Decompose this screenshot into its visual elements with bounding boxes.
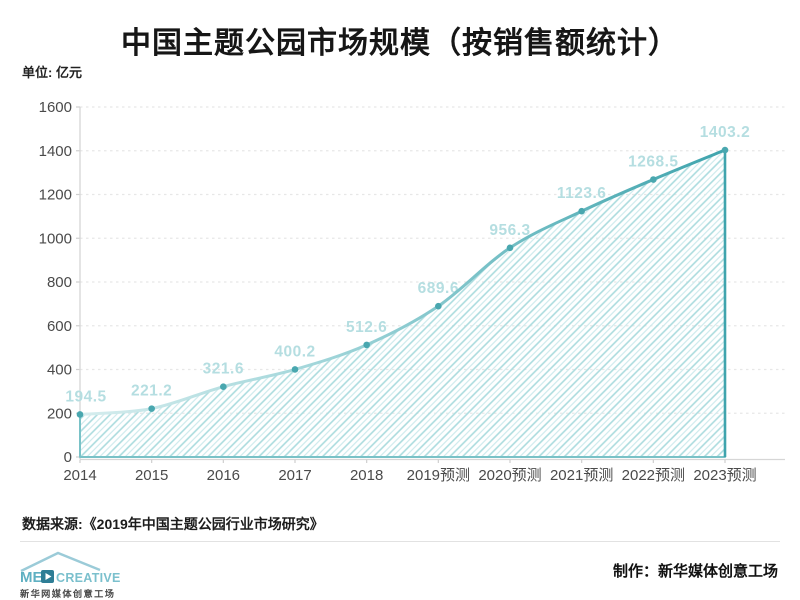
y-tick-label: 0: [64, 449, 72, 466]
y-tick-label: 200: [47, 405, 72, 422]
x-tick-label: 2020预测: [478, 467, 541, 484]
trend-line: [78, 148, 727, 416]
data-point: [148, 405, 155, 412]
y-tick-label: 1200: [39, 187, 72, 204]
data-point: [650, 176, 657, 183]
play-triangle-icon: [45, 573, 52, 580]
x-tick-label: 2015: [135, 467, 168, 484]
x-tick-label: 2023预测: [693, 467, 756, 484]
y-tick-label: 1000: [39, 230, 72, 247]
x-tick-label: 2021预测: [550, 467, 613, 484]
data-point: [721, 146, 729, 154]
x-tick-label: 2018: [350, 467, 383, 484]
data-point: [76, 411, 84, 418]
data-point: [506, 244, 514, 252]
chart-root: 0 200 400 600 800 1000 1200 1400 1600 2014 2015 201…: [39, 99, 785, 484]
y-tick-label: 1600: [39, 99, 72, 116]
y-tick-label: 1400: [39, 143, 72, 160]
y-tick-label: 600: [47, 318, 72, 335]
value-label: 1268.5: [628, 154, 678, 171]
area-fill: [79, 149, 726, 458]
x-tick-label: 2022预测: [622, 467, 685, 484]
logo-subtitle: 新华网媒体创意工场: [20, 588, 115, 599]
data-point: [578, 207, 585, 215]
logo-text-creative: CREATIVE: [56, 571, 121, 585]
value-label: 956.3: [489, 222, 530, 239]
data-point: [435, 302, 442, 310]
x-tick-label: 2016: [207, 467, 240, 484]
y-tick-label: 800: [47, 274, 72, 291]
credit-label: 制作：新华媒体创意工场: [612, 563, 778, 580]
value-label: 194.5: [65, 388, 106, 405]
page-title: 中国主题公园市场规模（按销售额统计）: [121, 27, 679, 60]
market-size-area-chart: 0 200 400 600 800 1000 1200 1400 1600 2014 2015 201…: [39, 99, 785, 484]
x-tick-label: 2019预测: [407, 467, 470, 484]
data-source: 数据来源:《2019年中国主题公园行业市场研究》: [22, 516, 324, 532]
y-tick-label: 400: [47, 362, 72, 379]
data-point: [220, 383, 227, 390]
data-point: [363, 341, 370, 349]
value-label: 512.6: [346, 319, 387, 336]
footer-divider: [20, 541, 780, 542]
value-label: 1403.2: [700, 124, 750, 141]
unit-label: 单位: 亿元: [22, 65, 82, 80]
data-point: [291, 366, 299, 373]
xinhua-media-creative-logo: ME CREATIVE 新华网媒体创意工场: [20, 551, 121, 599]
logo-text-me: ME: [20, 569, 43, 586]
value-label: 321.6: [203, 361, 244, 378]
x-tick-label: 2017: [278, 467, 311, 484]
logo-roof-icon: [20, 551, 101, 573]
value-label: 221.2: [131, 383, 172, 400]
value-label: 400.2: [274, 343, 315, 360]
value-label: 1123.6: [557, 185, 607, 202]
x-tick-label: 2014: [63, 467, 96, 484]
value-label: 689.6: [418, 280, 459, 297]
